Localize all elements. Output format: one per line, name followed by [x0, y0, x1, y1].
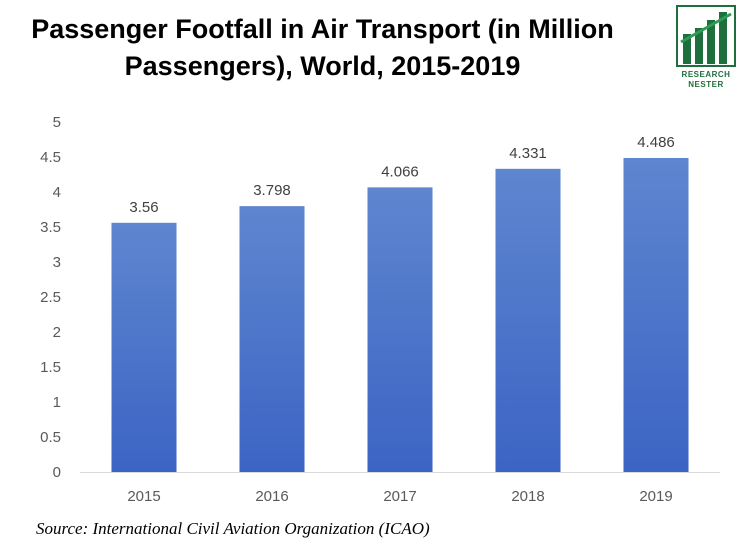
bar-2017	[367, 187, 433, 472]
data-label-2017: 4.066	[381, 163, 419, 180]
y-axis: 0 0.5 1 1.5 2 2.5 3 3.5 4 4.5 5	[40, 114, 61, 481]
y-tick-label: 0.5	[40, 429, 61, 446]
x-tick-label: 2017	[383, 488, 416, 505]
bars-group	[111, 157, 689, 473]
y-tick-label: 2	[53, 324, 61, 341]
bar-2015	[111, 222, 177, 472]
y-tick-label: 0	[53, 464, 61, 481]
x-tick-label: 2016	[255, 488, 288, 505]
logo-bars-icon	[676, 5, 736, 67]
data-label-2019: 4.486	[637, 134, 675, 151]
x-axis: 2015 2016 2017 2018 2019	[127, 488, 672, 505]
y-tick-label: 3.5	[40, 219, 61, 236]
bar-2016	[239, 206, 305, 472]
chart-title-line-1: Passenger Footfall in Air Transport (in …	[31, 14, 614, 44]
logo-text-research: RESEARCH	[681, 70, 731, 79]
x-tick-label: 2019	[639, 488, 672, 505]
y-tick-label: 1.5	[40, 359, 61, 376]
chart-title-line-2: Passengers), World, 2015-2019	[124, 51, 521, 81]
research-nester-logo: RESEARCH NESTER	[671, 4, 741, 100]
y-tick-label: 1	[53, 394, 61, 411]
data-label-2018: 4.331	[509, 145, 547, 162]
logo-text-nester: NESTER	[688, 80, 724, 89]
y-tick-label: 4.5	[40, 149, 61, 166]
y-tick-label: 5	[53, 114, 61, 131]
y-tick-label: 4	[53, 184, 61, 201]
x-tick-label: 2018	[511, 488, 544, 505]
x-tick-label: 2015	[127, 488, 160, 505]
y-tick-label: 3	[53, 254, 61, 271]
y-tick-label: 2.5	[40, 289, 61, 306]
data-label-2016: 3.798	[253, 182, 291, 199]
data-label-2015: 3.56	[129, 199, 158, 216]
bar-2019	[623, 157, 689, 473]
bar-2018	[495, 168, 561, 472]
data-labels-group: 3.56 3.798 4.066 4.331 4.486	[129, 134, 674, 216]
source-note: Source: International Civil Aviation Org…	[36, 519, 430, 538]
